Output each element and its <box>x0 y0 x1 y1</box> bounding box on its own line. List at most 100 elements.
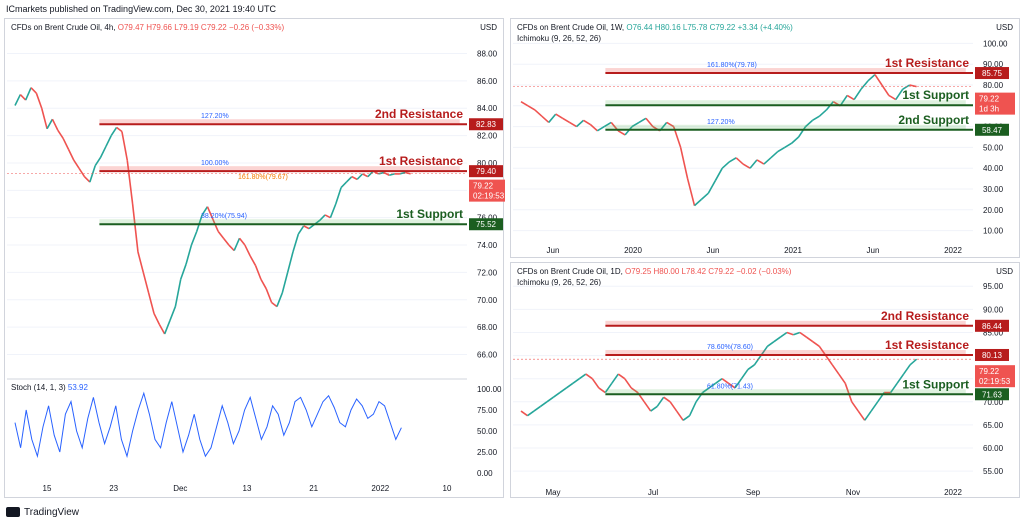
price-segment <box>51 118 59 131</box>
price-segment <box>735 157 744 165</box>
level-price-label: 71.63 <box>982 390 1003 399</box>
price-segment <box>734 378 743 389</box>
price-segment <box>675 410 684 421</box>
price-segment <box>286 251 294 273</box>
level-name: 1st Resistance <box>379 154 463 168</box>
level-name: 2nd Resistance <box>375 107 463 121</box>
price-segment <box>297 225 305 235</box>
tradingview-logo-icon <box>6 507 20 518</box>
price-segment <box>715 378 723 384</box>
price-segment <box>569 121 577 128</box>
ohlc-change: +3.34 (+4.40%) <box>738 23 793 32</box>
y-tick-label: 10.00 <box>983 227 1004 236</box>
y-tick-label: 95.00 <box>983 282 1004 291</box>
price-segment <box>902 364 911 375</box>
price-segment <box>812 341 820 347</box>
chart-4h[interactable]: CFDs on Brent Crude Oil, 4h, O79.47 H79.… <box>4 18 505 499</box>
price-segment <box>228 244 235 252</box>
price-segment <box>389 173 395 177</box>
price-segment <box>747 364 755 371</box>
stoch-value: 53.92 <box>68 383 89 392</box>
chart-1w-svg[interactable]: CFDs on Brent Crude Oil, 1W, O76.44 H80.… <box>511 19 1021 259</box>
price-segment <box>603 121 612 128</box>
level-zone <box>605 68 966 74</box>
y-tick-label: 90.00 <box>983 305 1004 314</box>
price-segment <box>708 382 717 389</box>
price-segment <box>853 88 862 101</box>
y-tick-label: 82.00 <box>477 132 498 141</box>
level-price-label: 79.40 <box>476 167 497 176</box>
price-segment <box>105 135 112 147</box>
fib-label: 61.80%(71.43) <box>707 383 753 390</box>
currency-label: USD <box>996 23 1013 32</box>
price-segment <box>260 278 267 290</box>
price-segment <box>766 341 775 347</box>
x-tick-label: 2021 <box>784 246 802 255</box>
y-tick-label: 72.00 <box>477 268 498 277</box>
fib-label: 78.60%(78.60) <box>707 344 753 351</box>
price-segment <box>163 319 171 335</box>
chart-1w[interactable]: CFDs on Brent Crude Oil, 1W, O76.44 H80.… <box>510 18 1020 258</box>
price-segment <box>857 410 866 421</box>
level-name: 1st Resistance <box>885 338 969 352</box>
level-price-label: 82.83 <box>476 120 497 129</box>
price-segment <box>190 231 198 246</box>
price-segment <box>201 206 209 216</box>
price-segment <box>721 161 730 169</box>
price-segment <box>14 94 22 106</box>
x-tick-label: 2022 <box>944 488 962 497</box>
price-segment <box>888 94 897 101</box>
y-tick-label: 66.00 <box>477 350 498 359</box>
y-tick-label: 76.00 <box>477 214 498 223</box>
price-segment <box>844 383 853 403</box>
price-segment <box>598 387 606 394</box>
tradingview-footer[interactable]: TradingView <box>6 507 79 518</box>
x-tick-label: Jun <box>547 246 560 255</box>
level-price-label: 75.52 <box>476 220 497 229</box>
level-price-tag <box>975 348 1009 361</box>
level-zone <box>605 320 966 326</box>
y-tick-label: 86.00 <box>477 77 498 86</box>
price-segment <box>24 87 32 101</box>
price-segment <box>520 100 529 107</box>
price-segment <box>895 88 904 101</box>
price-segment <box>110 126 118 137</box>
price-segment <box>825 355 833 366</box>
price-segment <box>890 382 898 394</box>
y-tick-label: 20.00 <box>983 206 1004 215</box>
fib-label-2: 161.80%(79.67) <box>238 174 288 181</box>
price-segment <box>902 84 911 90</box>
ohlc-low: L78.42 <box>682 267 709 276</box>
price-segment <box>896 373 905 384</box>
price-segment <box>846 94 855 101</box>
price-segment <box>779 331 788 338</box>
price-segment <box>805 336 814 343</box>
price-segment <box>763 157 772 165</box>
x-tick-label: Sep <box>746 488 761 497</box>
chart-4h-svg[interactable]: CFDs on Brent Crude Oil, 4h, O79.47 H79.… <box>5 19 505 499</box>
price-segment <box>158 323 166 335</box>
indicator-label: Ichimoku (9, 26, 52, 26) <box>517 34 601 43</box>
chart-1d-svg[interactable]: CFDs on Brent Crude Oil, 1D, O79.25 H80.… <box>511 263 1021 499</box>
countdown-label: 1d 3h <box>979 105 999 114</box>
price-segment <box>99 146 107 158</box>
price-segment <box>35 92 43 109</box>
price-segment <box>62 137 70 150</box>
level-zone <box>605 389 966 395</box>
price-segment <box>383 171 390 176</box>
fib-label: 127.20% <box>201 113 229 120</box>
y-tick-label: 90.00 <box>983 60 1004 69</box>
price-segment <box>682 415 691 421</box>
price-segment <box>334 187 342 205</box>
y-tick-label: 84.00 <box>477 104 498 113</box>
price-segment <box>604 382 613 394</box>
chart-1d[interactable]: CFDs on Brent Crude Oil, 1D, O79.25 H80.… <box>510 262 1020 498</box>
price-segment <box>126 160 134 205</box>
level-name: 1st Support <box>396 207 463 221</box>
price-segment <box>541 115 550 124</box>
ohlc-high: H80.16 <box>655 23 683 32</box>
price-segment <box>624 378 632 389</box>
price-segment <box>666 121 675 128</box>
fib-label: 100.00% <box>201 160 229 167</box>
price-segment <box>617 130 626 136</box>
